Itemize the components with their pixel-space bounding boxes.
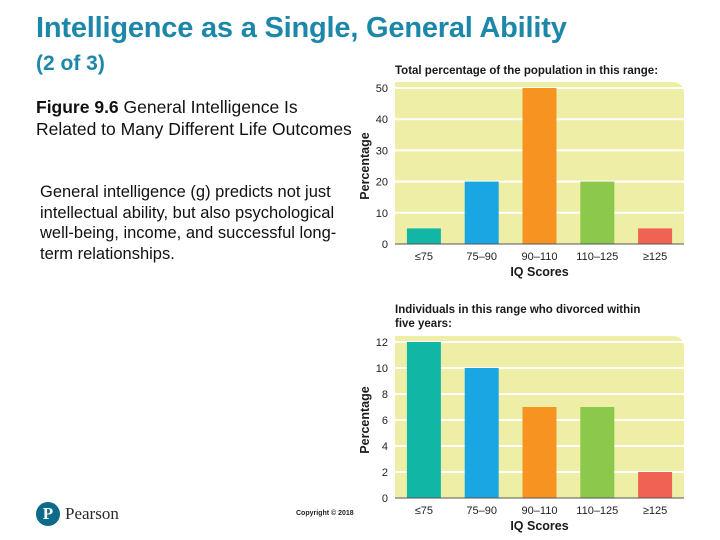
pearson-logo-icon: P	[36, 502, 60, 526]
y-tick-label: 8	[382, 389, 388, 401]
figure-caption-text: General Intelligence Is Related to Many …	[36, 97, 352, 139]
x-tick-label: 110–125	[576, 505, 618, 517]
x-tick-label: ≥125	[643, 251, 667, 263]
pearson-logo: P Pearson	[36, 502, 119, 526]
bar	[522, 88, 557, 244]
y-tick-label: 12	[376, 337, 388, 349]
divorce-chart-svg: Individuals in this range who divorced w…	[358, 304, 684, 533]
x-axis-label: IQ Scores	[510, 265, 568, 279]
bar	[464, 181, 499, 244]
bar	[580, 181, 615, 244]
bar	[638, 472, 673, 498]
y-tick-label: 4	[382, 441, 388, 453]
chart-title-line: five years:	[395, 318, 452, 330]
bar	[406, 342, 441, 498]
population-chart: Total percentage of the population in th…	[352, 60, 712, 285]
divorce-chart: Individuals in this range who divorced w…	[352, 298, 712, 538]
figure-caption: Figure 9.6 General Intelligence Is Relat…	[36, 96, 356, 140]
y-axis-label: Percentage	[358, 386, 372, 453]
y-tick-label: 2	[382, 467, 388, 479]
y-tick-label: 10	[376, 363, 388, 375]
bar	[580, 407, 615, 498]
x-tick-label: 90–110	[522, 505, 558, 517]
y-tick-label: 30	[376, 145, 388, 157]
x-tick-label: ≥125	[643, 505, 667, 517]
x-tick-label: 110–125	[576, 251, 618, 263]
x-tick-label: ≤75	[415, 505, 433, 517]
y-tick-label: 0	[382, 493, 388, 505]
slide-title: Intelligence as a Single, General Abilit…	[36, 12, 567, 44]
slide-subtitle: (2 of 3)	[36, 52, 105, 75]
chart-title-line: Individuals in this range who divorced w…	[395, 304, 640, 316]
pearson-logo-text: Pearson	[65, 504, 119, 523]
bar	[464, 368, 499, 498]
copyright-notice: Copyright © 2018	[296, 510, 354, 517]
x-axis-label: IQ Scores	[510, 519, 568, 533]
x-tick-label: 75–90	[466, 251, 497, 263]
y-tick-label: 10	[376, 208, 388, 220]
x-tick-label: 75–90	[466, 505, 497, 517]
y-axis-label: Percentage	[358, 132, 372, 199]
y-tick-label: 50	[376, 83, 388, 95]
bar	[638, 228, 673, 244]
x-tick-label: 90–110	[522, 251, 558, 263]
body-text: General intelligence (g) predicts not ju…	[40, 183, 337, 263]
y-tick-label: 0	[382, 239, 388, 251]
population-chart-svg: Total percentage of the population in th…	[358, 65, 684, 279]
figure-label: Figure 9.6	[36, 97, 119, 117]
bar	[522, 407, 557, 498]
y-tick-label: 20	[376, 177, 388, 189]
y-tick-label: 6	[382, 415, 388, 427]
x-tick-label: ≤75	[415, 251, 433, 263]
y-tick-label: 40	[376, 114, 388, 126]
chart-title: Total percentage of the population in th…	[395, 65, 658, 77]
bar	[406, 228, 441, 244]
